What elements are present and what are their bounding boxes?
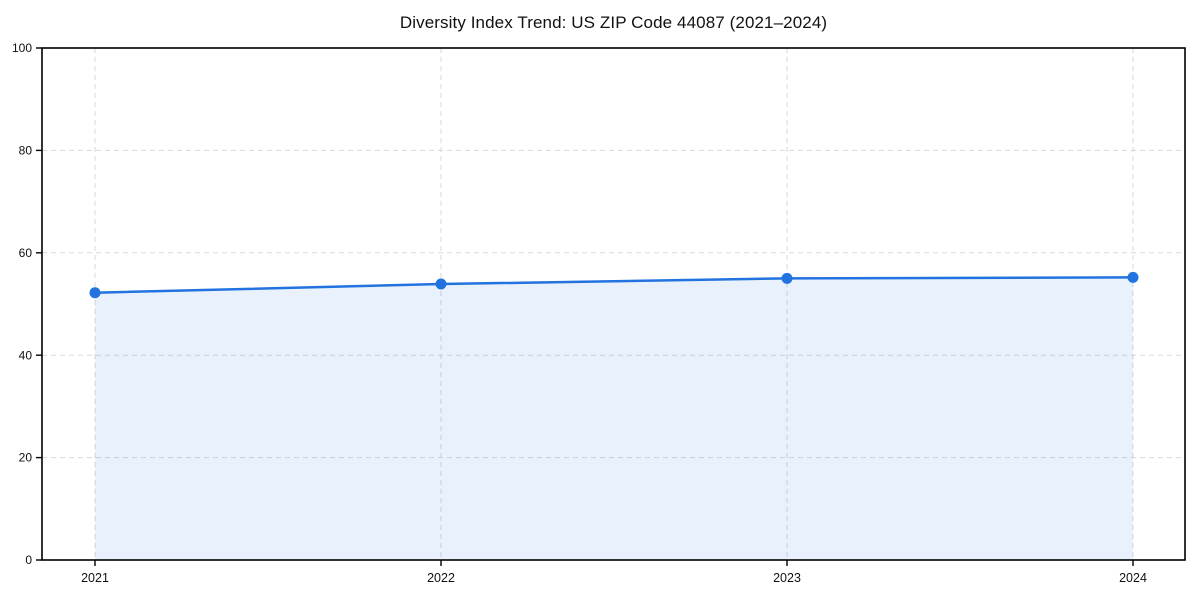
plot-border: [41, 47, 1186, 561]
trend-line: [93, 276, 1135, 294]
data-point: [781, 272, 793, 284]
x-tick-label: 2024: [1119, 571, 1147, 585]
data-point: [435, 278, 447, 290]
y-tick-label: 20: [19, 451, 33, 465]
x-tick-label: 2021: [81, 571, 109, 585]
y-tick-label: 0: [25, 553, 32, 567]
chart-title: Diversity Index Trend: US ZIP Code 44087…: [399, 13, 828, 32]
y-tick-label: 80: [19, 143, 33, 157]
y-tick-label: 40: [19, 348, 33, 362]
data-point: [89, 287, 101, 299]
x-tick-label: 2022: [427, 571, 455, 585]
y-tick-label: 100: [12, 41, 32, 55]
data-point: [1127, 271, 1139, 283]
y-tick-label: 60: [19, 246, 33, 260]
x-tick-label: 2023: [773, 571, 801, 585]
area-fill: [95, 277, 1133, 560]
